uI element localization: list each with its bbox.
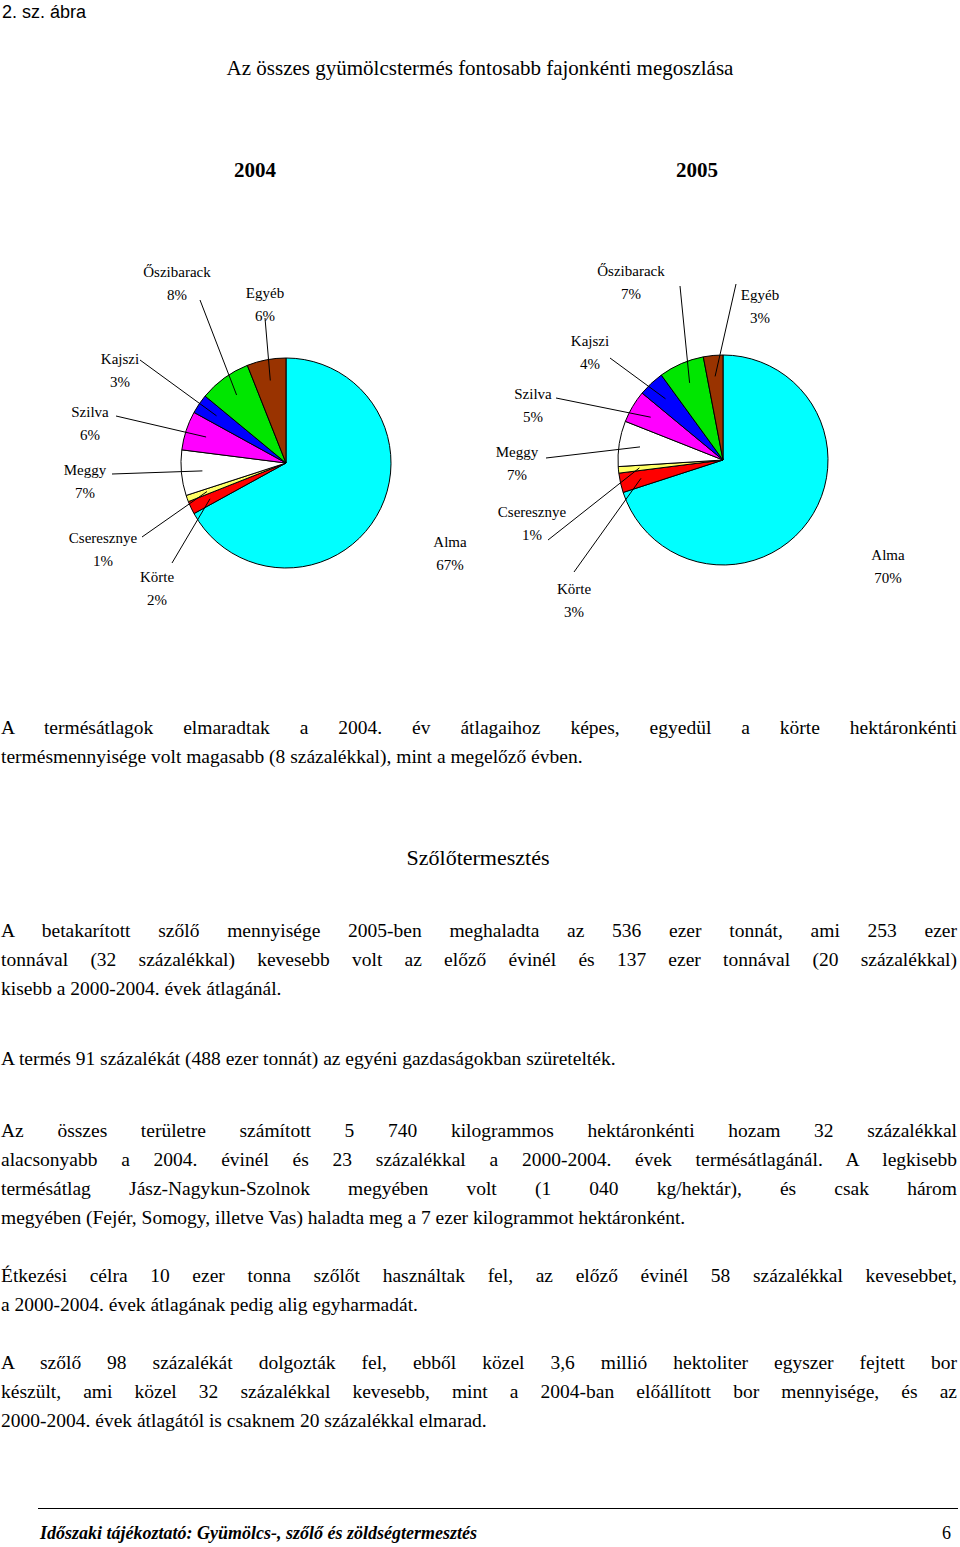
paragraph-line: A termés 91 százalékát (488 ezer tonnát)… [1, 1047, 957, 1071]
slice-value: 3% [750, 310, 770, 326]
paragraph-line: A termésátlagok elmaradtak a 2004. év át… [1, 716, 957, 740]
page-number: 6 [942, 1523, 951, 1544]
slice-label: Meggy [64, 462, 107, 478]
slice-value: 67% [436, 557, 464, 573]
leader-line [610, 358, 666, 399]
pie-title: 2004 [234, 158, 277, 182]
leader-line [116, 416, 206, 437]
pie: 2005 Alma 70% Körte 3% Cseresznye 1% Meggy 7% Szi… [496, 158, 905, 620]
leader-line [142, 492, 207, 538]
slice-value: 6% [255, 308, 275, 324]
leader-line [680, 286, 690, 383]
slice-value: 7% [507, 467, 527, 483]
paragraph-line: Az összes területre számított 5 740 kilo… [1, 1119, 957, 1143]
slice-value: 5% [523, 409, 543, 425]
section-heading: Szőlőtermesztés [0, 845, 956, 871]
leader-line [172, 499, 210, 563]
leader-line [546, 447, 640, 458]
figure-title: Az összes gyümölcstermés fontosabb fajon… [0, 56, 960, 81]
leader-line [112, 471, 202, 474]
leader-line [200, 300, 237, 395]
paragraph-line: termésátlag Jász-Nagykun-Szolnok megyébe… [1, 1177, 957, 1201]
paragraph-line: kisebb a 2000-2004. évek átlagánál. [1, 977, 957, 1001]
slice-label: Egyéb [246, 285, 284, 301]
footer-title: Időszaki tájékoztató: Gyümölcs-, szőlő é… [40, 1523, 477, 1544]
paragraph-line: tonnával (32 százalékkal) kevesebb volt … [1, 948, 957, 972]
slice-label: Alma [871, 547, 905, 563]
pie: 2004 Alma 67% Körte 2% Cseresznye 1% Meggy 7% Szi… [64, 158, 467, 608]
slice-value: 2% [147, 592, 167, 608]
paragraph-line: készült, ami közel 32 százalékkal kevese… [1, 1380, 957, 1404]
paragraph-line: 2000-2004. évek átlagától is csaknem 20 … [1, 1409, 957, 1433]
slice-label: Szilva [514, 386, 552, 402]
slice-value: 7% [621, 286, 641, 302]
leader-line [574, 478, 641, 572]
paragraph-line: Étkezési célra 10 ezer tonna szőlőt hasz… [1, 1264, 957, 1288]
pie-title: 2005 [676, 158, 718, 182]
slice-value: 3% [110, 374, 130, 390]
slice-value: 70% [874, 570, 902, 586]
leader-line [556, 398, 651, 417]
leader-line [265, 318, 270, 381]
pie-slice [703, 355, 723, 460]
slice-value: 1% [93, 553, 113, 569]
slice-value: 8% [167, 287, 187, 303]
pie-slice [247, 358, 286, 463]
footer-rule [38, 1508, 958, 1509]
slice-label: Körte [557, 581, 591, 597]
slice-label: Egyéb [741, 287, 779, 303]
slice-label: Cseresznye [498, 504, 567, 520]
slice-label: Cseresznye [69, 530, 138, 546]
slice-label: Kajszi [101, 351, 139, 367]
slice-value: 3% [564, 604, 584, 620]
figure-label: 2. sz. ábra [2, 2, 86, 23]
paragraph-line: A betakarított szőlő mennyisége 2005-ben… [1, 919, 957, 943]
paragraph-line: termésmennyisége volt magasabb (8 százal… [1, 745, 957, 769]
leader-line [140, 360, 217, 416]
slice-label: Meggy [496, 444, 539, 460]
paragraph-line: alacsonyabb a 2004. évinél és 23 százalé… [1, 1148, 957, 1172]
pie-charts: 2004 Alma 67% Körte 2% Cseresznye 1% Meggy 7% Szi… [0, 0, 960, 660]
slice-label: Kajszi [571, 333, 609, 349]
slice-label: Őszibarack [597, 263, 665, 279]
slice-label: Alma [433, 534, 467, 550]
slice-value: 1% [522, 527, 542, 543]
slice-value: 7% [75, 485, 95, 501]
leader-line [715, 284, 736, 376]
slice-label: Körte [140, 569, 174, 585]
slice-label: Őszibarack [143, 264, 211, 280]
paragraph-line: megyében (Fejér, Somogy, illetve Vas) ha… [1, 1206, 957, 1230]
slice-label: Szilva [71, 404, 109, 420]
slice-value: 6% [80, 427, 100, 443]
paragraph-line: a 2000-2004. évek átlagának pedig alig e… [1, 1293, 957, 1317]
slice-value: 4% [580, 356, 600, 372]
paragraph-line: A szőlő 98 százalékát dolgozták fel, ebb… [1, 1351, 957, 1375]
